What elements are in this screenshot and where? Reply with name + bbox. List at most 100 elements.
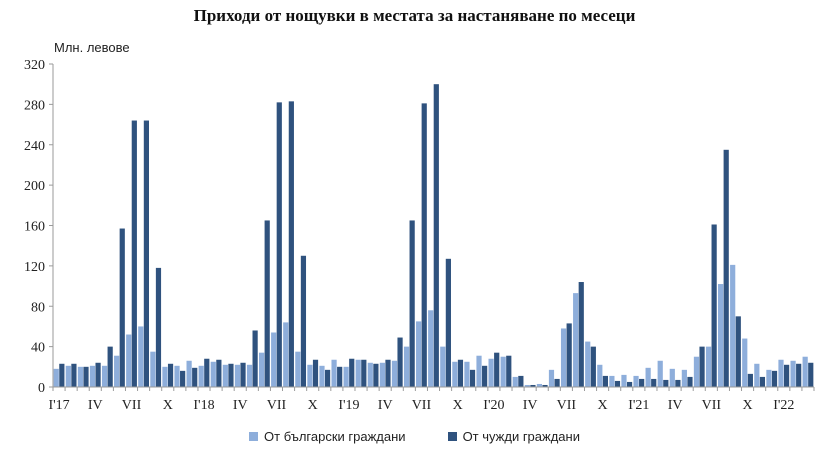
bar-foreign (711, 224, 717, 387)
y-tick-label: 40 (31, 341, 45, 356)
bar-bulgarian (645, 367, 651, 387)
chart-title: Приходи от нощувки в местата за настаняв… (193, 6, 636, 25)
bar-foreign (119, 228, 125, 387)
x-tick-label: I'20 (483, 398, 504, 413)
bar-foreign (337, 366, 343, 387)
bar-foreign (433, 84, 439, 387)
bar-foreign (771, 370, 778, 387)
bar-bulgarian (609, 375, 615, 387)
bar-foreign (83, 366, 89, 387)
x-tick-label: I'17 (48, 398, 69, 413)
bar-bulgarian (536, 383, 543, 387)
x-tick-label: IV (88, 398, 103, 413)
bar-foreign (385, 359, 391, 387)
bar-foreign (784, 364, 790, 387)
x-tick-label: VII (267, 398, 287, 413)
bar-foreign (469, 369, 476, 387)
bar-foreign (590, 346, 596, 388)
x-tick-label: VII (557, 398, 577, 413)
bar-foreign (735, 316, 741, 387)
bar-foreign (204, 358, 210, 387)
x-tick-label: IV (668, 398, 683, 413)
bar-bulgarian (65, 365, 71, 387)
bar-bulgarian (548, 369, 555, 387)
bar-bulgarian (452, 361, 458, 387)
bar-foreign (602, 375, 609, 387)
bar-foreign (578, 282, 584, 387)
y-axis-unit-label: Млн. левове (54, 40, 130, 55)
y-tick-label: 320 (24, 58, 45, 73)
x-axis-ticks: I'17 IV VII X I'18 IV VII X I'19 IV VII X I'20 IV VII X… (48, 387, 815, 413)
bar-bulgarian (476, 355, 482, 387)
bar-foreign (421, 103, 427, 388)
bar-bulgarian (331, 359, 337, 387)
bar-bulgarian (790, 360, 796, 387)
bar-bulgarian (126, 334, 132, 387)
bar-foreign (530, 384, 536, 387)
bar-bulgarian (367, 362, 373, 387)
bar-bulgarian (669, 368, 675, 387)
bars (53, 84, 814, 388)
bar-foreign (445, 258, 451, 387)
legend-item-foreign: От чужди граждани (447, 429, 580, 444)
bar-foreign (554, 378, 560, 387)
x-tick-label: IV (523, 398, 538, 413)
bar-foreign (457, 359, 464, 387)
bar-bulgarian (403, 346, 410, 388)
bar-bulgarian (742, 338, 748, 387)
bar-bulgarian (802, 356, 808, 387)
x-tick-label: I'21 (628, 398, 649, 413)
x-tick-label: IV (233, 398, 248, 413)
bar-foreign (71, 363, 77, 387)
bar-bulgarian (524, 384, 530, 387)
bar-foreign (155, 267, 162, 387)
bar-bulgarian (597, 364, 603, 387)
bar-bulgarian (500, 356, 506, 387)
x-tick-label: I'22 (773, 398, 794, 413)
bar-bulgarian (705, 346, 712, 388)
y-tick-label: 200 (24, 179, 45, 194)
bar-bulgarian (778, 359, 784, 387)
bar-bulgarian (114, 355, 120, 387)
bar-bulgarian (657, 360, 663, 387)
bar-foreign (276, 102, 282, 388)
bar-bulgarian (355, 359, 361, 387)
bar-foreign (626, 381, 633, 387)
x-tick-label: X (163, 398, 173, 413)
bar-bulgarian (512, 376, 518, 387)
bar-foreign (409, 220, 415, 387)
bar-bulgarian (585, 341, 591, 387)
bar-bulgarian (89, 365, 96, 387)
legend-item-bulgarian: От български граждани (249, 429, 406, 444)
bar-foreign (252, 330, 258, 387)
bar-foreign (397, 337, 403, 387)
y-tick-label: 160 (24, 220, 45, 235)
bar-bulgarian (766, 369, 772, 387)
bar-foreign (312, 359, 319, 387)
bar-foreign (373, 363, 379, 387)
bar-bulgarian (464, 361, 470, 387)
bar-bulgarian (488, 358, 494, 387)
x-tick-label: I'19 (338, 398, 359, 413)
x-tick-label: X (308, 398, 318, 413)
x-tick-label: IV (378, 398, 393, 413)
bar-foreign (300, 255, 307, 387)
x-tick-label: X (453, 398, 463, 413)
x-tick-label: VII (412, 398, 432, 413)
bar-bulgarian (428, 310, 434, 387)
bar-bulgarian (186, 360, 192, 387)
bar-foreign (506, 355, 512, 387)
y-tick-label: 280 (24, 98, 45, 113)
bar-foreign (723, 149, 729, 387)
x-tick-label: VII (702, 398, 722, 413)
y-tick-label: 0 (38, 381, 45, 396)
y-axis-ticks: 0 40 80 120 160 200 240 280 320 (24, 58, 53, 396)
bar-foreign (566, 323, 572, 387)
bar-bulgarian (319, 365, 325, 387)
bar-bulgarian (246, 364, 253, 387)
bar-foreign (675, 379, 681, 387)
x-tick-label: I'18 (193, 398, 214, 413)
bar-foreign (324, 369, 331, 387)
bar-foreign (494, 352, 500, 387)
bar-bulgarian (621, 374, 627, 387)
